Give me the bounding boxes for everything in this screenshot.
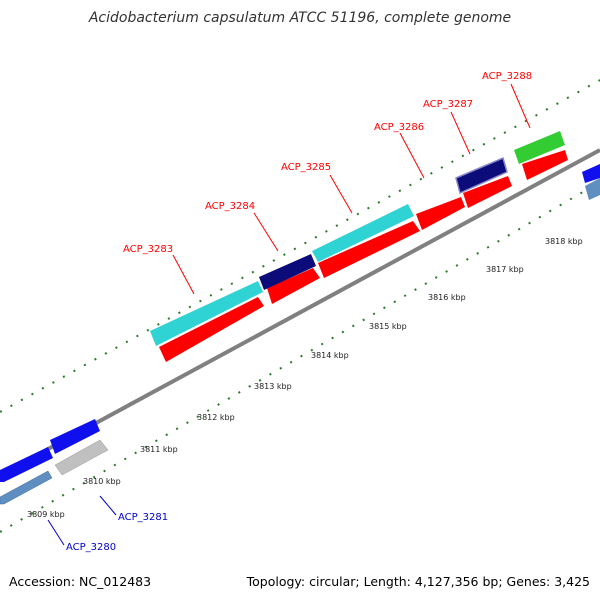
kbp-label: 3810 kbp [83, 477, 121, 486]
callout-3284 [253, 212, 279, 252]
gene-label[interactable]: ACP_3288 [482, 71, 532, 82]
genome-backbone [0, 148, 600, 477]
kbp-label: 3816 kbp [428, 293, 466, 302]
gene-cyan-1[interactable] [150, 281, 263, 346]
gene-navy-2[interactable] [455, 156, 508, 195]
topology-summary: Topology: circular; Length: 4,127,356 bp… [246, 574, 590, 589]
cds-3283[interactable] [159, 297, 264, 362]
kbp-label: 3813 kbp [254, 382, 292, 391]
callout-3283 [172, 254, 195, 295]
gene-labels: ACP_3280 ACP_3281 ACP_3283 ACP_3284 ACP_… [66, 71, 532, 553]
kbp-label: 3809 kbp [27, 510, 65, 519]
gene-label[interactable]: ACP_3284 [205, 201, 255, 212]
gene-steelblue-2[interactable] [585, 178, 600, 200]
gene-navy[interactable] [259, 254, 316, 290]
cds-3287[interactable] [463, 176, 512, 208]
kbp-label: 3815 kbp [369, 322, 407, 331]
scale-labels: 3809 kbp 3810 kbp 3811 kbp 3812 kbp 3813… [27, 237, 583, 519]
callout-3286 [399, 132, 425, 179]
gene-label[interactable]: ACP_3286 [374, 122, 424, 133]
callout-3281 [99, 495, 117, 516]
kbp-label: 3811 kbp [140, 445, 178, 454]
gene-label[interactable]: ACP_3281 [118, 512, 168, 523]
gene-blue-1[interactable] [0, 447, 53, 482]
gene-green[interactable] [514, 131, 565, 164]
callout-3287 [450, 111, 471, 155]
gene-label[interactable]: ACP_3287 [423, 99, 473, 110]
gene-label[interactable]: ACP_3283 [123, 244, 173, 255]
cds-3284[interactable] [267, 268, 320, 304]
gene-label[interactable]: ACP_3285 [281, 162, 331, 173]
cds-3285[interactable] [318, 221, 420, 278]
kbp-label: 3818 kbp [545, 237, 583, 246]
gene-steelblue[interactable] [0, 470, 53, 505]
gene-blue-2[interactable] [50, 419, 100, 454]
kbp-label: 3817 kbp [486, 265, 524, 274]
callout-3285 [329, 174, 353, 214]
map-title: Acidobacterium capsulatum ATCC 51196, co… [88, 10, 512, 26]
kbp-label: 3812 kbp [197, 413, 235, 422]
outer-tick-row [0, 79, 600, 413]
callout-3280 [47, 519, 65, 546]
accession-text: Accession: NC_012483 [9, 574, 152, 589]
cds-3288[interactable] [522, 150, 568, 180]
cds-3286[interactable] [416, 197, 465, 230]
callout-lines [47, 83, 531, 546]
callout-3288 [510, 83, 531, 129]
gene-blue-3[interactable] [582, 164, 600, 183]
forward-gene-row [150, 131, 565, 346]
gene-cyan-2[interactable] [312, 204, 414, 262]
forward-cds-row [159, 150, 568, 362]
kbp-label: 3814 kbp [311, 351, 349, 360]
reverse-strand-genes [0, 164, 600, 505]
gene-gray[interactable] [54, 439, 109, 476]
gene-label[interactable]: ACP_3280 [66, 542, 116, 553]
